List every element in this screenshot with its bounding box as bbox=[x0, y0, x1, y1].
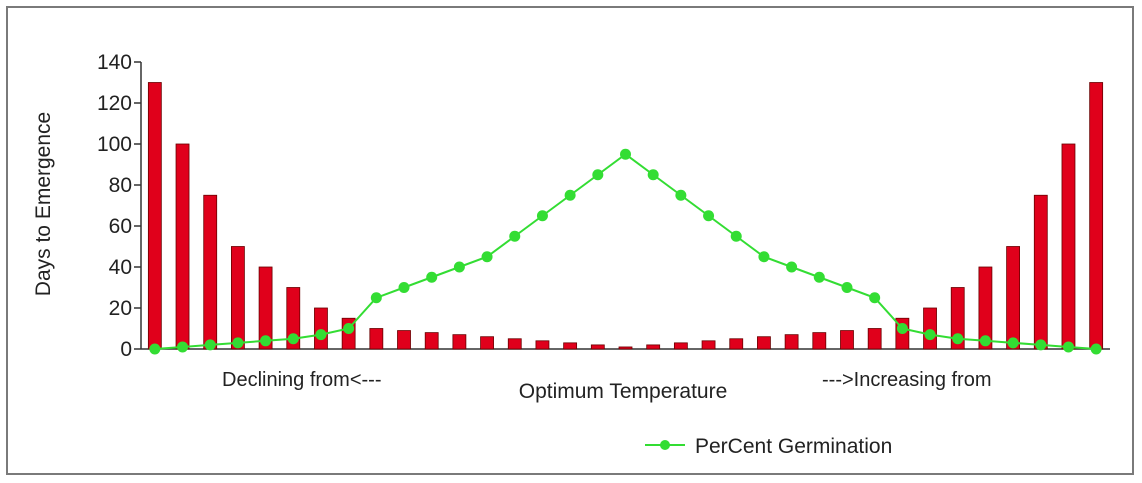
y-tick-label: 40 bbox=[109, 256, 132, 279]
germination-point bbox=[343, 323, 355, 334]
y-tick-label: 60 bbox=[109, 215, 132, 238]
legend-label: PerCent Germination bbox=[695, 435, 892, 458]
bar bbox=[950, 287, 965, 350]
bar bbox=[840, 330, 854, 350]
germination-point bbox=[260, 335, 272, 347]
germination-point bbox=[315, 329, 327, 341]
germination-point bbox=[426, 271, 438, 283]
germination-point bbox=[398, 282, 410, 293]
bar bbox=[424, 332, 439, 350]
germination-point bbox=[370, 292, 382, 304]
bar bbox=[729, 338, 744, 350]
bar bbox=[923, 307, 937, 350]
bar bbox=[1061, 143, 1076, 350]
germination-point bbox=[952, 333, 964, 345]
germination-point bbox=[813, 271, 825, 283]
bar bbox=[286, 287, 301, 350]
germination-point bbox=[758, 251, 770, 263]
germination-point bbox=[564, 189, 576, 201]
germination-point bbox=[647, 169, 659, 181]
bar bbox=[535, 340, 550, 350]
germination-point bbox=[896, 323, 908, 334]
bar bbox=[452, 334, 467, 350]
bar bbox=[175, 143, 190, 350]
bar bbox=[563, 342, 578, 350]
germination-point bbox=[703, 210, 715, 222]
y-tick-label: 100 bbox=[97, 133, 132, 156]
bar bbox=[314, 307, 328, 350]
bar bbox=[978, 266, 993, 350]
germination-point bbox=[620, 148, 631, 160]
y-tick-label: 80 bbox=[109, 174, 132, 197]
y-tick-label: 140 bbox=[97, 51, 132, 74]
germination-point bbox=[979, 335, 991, 347]
bar bbox=[590, 344, 605, 350]
line-group bbox=[149, 148, 1102, 355]
germination-point bbox=[1035, 339, 1047, 351]
legend: PerCent Germination bbox=[645, 435, 892, 458]
bar bbox=[203, 194, 218, 350]
y-tick-label: 0 bbox=[120, 338, 132, 361]
germination-point bbox=[869, 292, 881, 304]
germination-point bbox=[841, 282, 853, 293]
bars-group bbox=[147, 82, 1104, 350]
germination-point bbox=[786, 261, 798, 273]
y-tick-label: 120 bbox=[97, 92, 132, 115]
bar bbox=[258, 266, 273, 350]
bar bbox=[369, 328, 384, 350]
bar bbox=[397, 330, 411, 350]
germination-point bbox=[177, 341, 189, 353]
bar bbox=[812, 332, 827, 350]
germination-point bbox=[481, 251, 493, 263]
bar bbox=[784, 334, 799, 350]
bar bbox=[1089, 82, 1104, 350]
germination-point bbox=[730, 230, 742, 242]
bar bbox=[1033, 194, 1048, 350]
bar bbox=[230, 246, 245, 350]
chart-frame bbox=[6, 6, 1134, 475]
germination-point bbox=[204, 339, 216, 351]
bar bbox=[646, 344, 661, 350]
germination-point bbox=[536, 210, 548, 222]
germination-point bbox=[287, 333, 299, 345]
bar bbox=[480, 336, 494, 350]
germination-point bbox=[509, 230, 521, 242]
bar bbox=[1006, 246, 1020, 350]
x-annotation-right: --->Increasing from bbox=[822, 369, 992, 391]
bar bbox=[673, 342, 688, 350]
germination-point bbox=[1007, 337, 1019, 349]
x-axis-title: Optimum Temperature bbox=[519, 380, 728, 403]
germination-point bbox=[1062, 341, 1074, 353]
y-axis-title: Days to Emergence bbox=[32, 112, 55, 296]
germination-point bbox=[675, 189, 687, 201]
germination-point bbox=[592, 169, 604, 181]
bar bbox=[701, 340, 716, 350]
y-tick-label: 20 bbox=[109, 297, 132, 320]
y-axis: 0 20 40 60 80 100 120 140 bbox=[97, 51, 1110, 361]
bar bbox=[757, 336, 771, 350]
bar bbox=[867, 328, 882, 350]
germination-point bbox=[1090, 343, 1102, 355]
germination-point bbox=[232, 337, 244, 349]
germination-point bbox=[924, 329, 936, 341]
bar bbox=[618, 346, 633, 350]
germination-point bbox=[453, 261, 465, 273]
x-annotation-left: Declining from<--- bbox=[222, 369, 381, 391]
legend-marker-swatch bbox=[660, 440, 670, 450]
bar bbox=[147, 82, 162, 350]
bar bbox=[507, 338, 522, 350]
germination-point bbox=[149, 343, 161, 355]
